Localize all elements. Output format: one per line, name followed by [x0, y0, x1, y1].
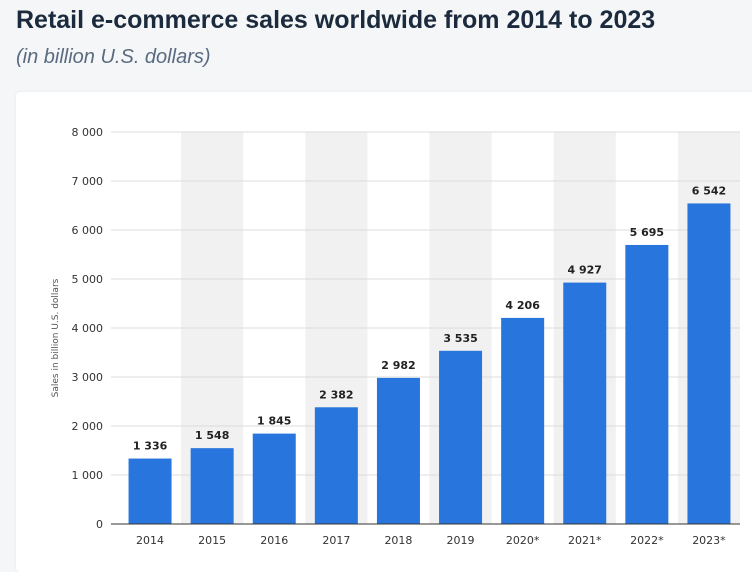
- data-label-2016: 1 845: [257, 415, 291, 428]
- bar-2023*: [687, 203, 731, 524]
- y-tick-label: 5 000: [72, 273, 104, 286]
- x-tick-label: 2017: [322, 534, 350, 547]
- data-label-2017: 2 382: [319, 388, 353, 401]
- data-label-2023*: 6 542: [692, 184, 726, 197]
- y-tick-label: 2 000: [72, 420, 104, 433]
- bar-2020*: [501, 317, 545, 524]
- bar-2022*: [625, 244, 669, 524]
- bar-2016: [252, 433, 296, 524]
- x-tick-label: 2020*: [506, 534, 540, 547]
- y-tick-label: 0: [96, 518, 103, 531]
- y-tick-label: 7 000: [72, 175, 104, 188]
- bar-chart: 0 1 000 2 000 3 000 4 000 5 000 6 000 7 000 8 00…: [51, 126, 740, 547]
- data-labels: 1 336 1 548 1 845 2 382 2 982 3 535 4 206 4 927…: [133, 184, 726, 452]
- data-label-2020*: 4 206: [505, 299, 540, 312]
- chart-subtitle: (in billion U.S. dollars): [16, 46, 211, 68]
- bar-2017: [314, 407, 358, 524]
- gridlines: [111, 131, 740, 476]
- data-label-2014: 1 336: [133, 440, 168, 453]
- data-label-2022*: 5 695: [630, 226, 664, 239]
- x-tick-label: 2014: [136, 534, 164, 547]
- y-tick-label: 8 000: [72, 126, 104, 139]
- y-tick-label: 1 000: [72, 469, 104, 482]
- y-axis-ticks: 0 1 000 2 000 3 000 4 000 5 000 6 000 7 000 8 00…: [72, 126, 104, 531]
- x-tick-label: 2018: [384, 534, 412, 547]
- chart-title: Retail e-commerce sales worldwide from 2…: [16, 6, 656, 34]
- bar-2015: [190, 448, 234, 524]
- chart-card: 0 1 000 2 000 3 000 4 000 5 000 6 000 7 000 8 00…: [16, 92, 752, 572]
- x-axis-ticks: 2014 2015 2016 2017 2018 2019 2020* 2021* 2022* 2…: [136, 534, 726, 547]
- data-label-2019: 3 535: [443, 332, 477, 345]
- y-axis-label: Sales in billion U.S. dollars: [51, 278, 61, 397]
- y-tick-label: 6 000: [72, 224, 104, 237]
- x-tick-label: 2019: [447, 534, 475, 547]
- x-tick-label: 2021*: [568, 534, 602, 547]
- bar-2021*: [563, 282, 607, 524]
- bar-2019: [439, 350, 483, 524]
- data-label-2018: 2 982: [381, 359, 415, 372]
- data-label-2021*: 4 927: [568, 264, 602, 277]
- x-tick-label: 2016: [260, 534, 288, 547]
- bar-2018: [376, 377, 420, 524]
- bars: [128, 203, 731, 524]
- y-tick-label: 4 000: [72, 322, 104, 335]
- x-tick-label: 2022*: [630, 534, 664, 547]
- data-label-2015: 1 548: [195, 429, 229, 442]
- bar-2014: [128, 458, 172, 524]
- x-tick-label: 2023*: [692, 534, 726, 547]
- x-tick-label: 2015: [198, 534, 226, 547]
- y-tick-label: 3 000: [72, 371, 104, 384]
